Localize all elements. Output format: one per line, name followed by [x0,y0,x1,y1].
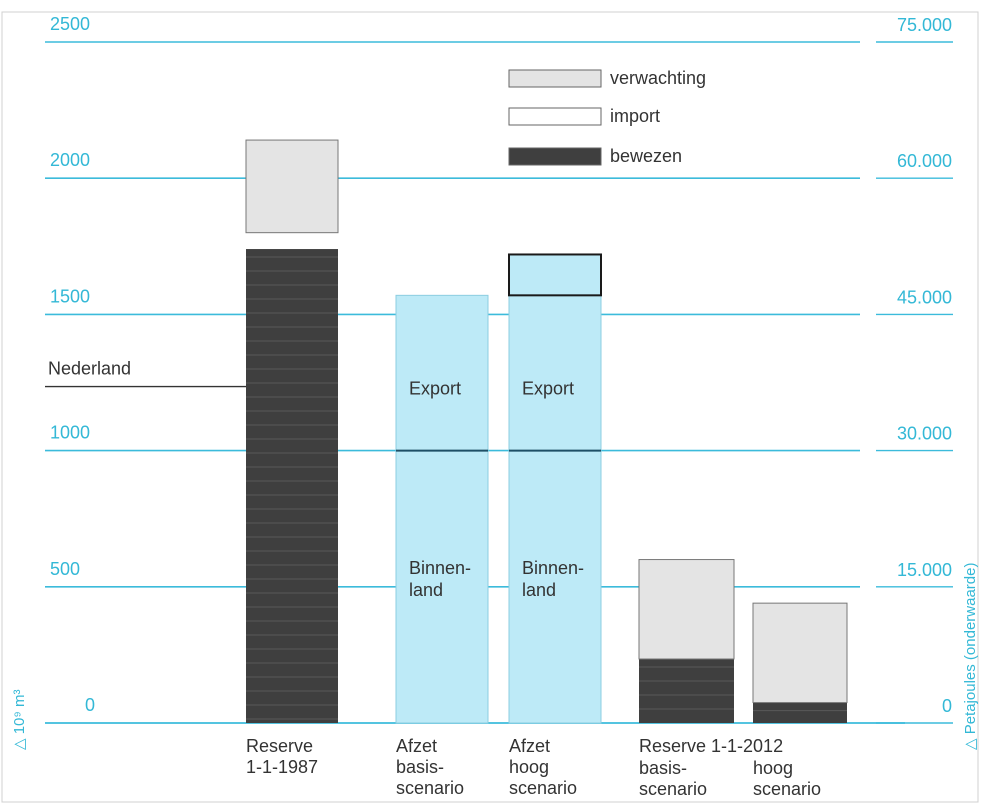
bar-segment-bewezen [753,702,847,723]
right-tick-label: 30.000 [897,424,952,444]
bar-segment-afzet [508,450,602,724]
category-labels: Reserve1-1-1987Afzetbasis-scenarioAfzeth… [246,736,821,799]
group-label: Reserve 1-1-2012 [639,736,783,756]
annotation-label: Nederland [48,359,131,379]
bar-segment-afzet [395,450,489,724]
category-label: basis- [396,757,444,777]
right-tick-label: 0 [942,696,952,716]
bar-segment-import [246,232,338,250]
left-tick-label: 500 [50,559,80,579]
legend: verwachting import bewezen [508,68,706,166]
left-tick-label: 1000 [50,423,90,443]
category-label: basis- [639,758,687,778]
left-tick-label: 2500 [50,14,90,34]
right-tick-label: 75.000 [897,15,952,35]
right-axis-label: △ Petajoules (onderwaarde) [962,563,979,750]
bar-segment-bewezen [639,658,734,723]
bar-segment-afzet [395,294,489,452]
legend-swatch-bewezen [508,147,602,166]
left-tick-label: 2000 [50,150,90,170]
category-label: scenario [396,778,464,798]
category-label: hoog [753,758,793,778]
left-tick-label: 0 [85,695,95,715]
bar-segment-verwachting [752,602,848,704]
right-tick-label: 15.000 [897,560,952,580]
segment-label: land [522,580,556,600]
bar-segment-verwachting [638,559,735,660]
plot-frame [1,11,979,803]
segment-label: Export [522,379,574,399]
bar-segment-verwachting [245,139,339,234]
legend-swatch-verwachting [508,69,602,88]
bar-segment-afzet-outlined [508,253,602,297]
category-label: Afzet [396,736,437,756]
annotations: Nederland [45,359,246,388]
right-tick-label: 45.000 [897,287,952,307]
tick-labels: 0 500 1000 1500 2000 2500 0 15.000 30.000 45.000 6… [50,14,952,716]
category-label: Afzet [509,736,550,756]
segment-label: Export [409,379,461,399]
bar-segment-bewezen [246,249,338,724]
right-tick-label: 60.000 [897,151,952,171]
bar-segment-afzet [508,294,602,452]
legend-label: import [610,106,660,126]
category-label: hoog [509,757,549,777]
category-label: scenario [639,779,707,799]
left-axis-label: △ 10⁹ m³ [11,690,28,750]
category-label: Reserve [246,736,313,756]
left-tick-label: 1500 [50,286,90,306]
legend-label: verwachting [610,68,706,88]
bars: Binnen-land Export Binnen-land Export [245,139,848,724]
segment-label: land [409,580,443,600]
category-label: scenario [753,779,821,799]
segment-label: Binnen- [409,558,471,578]
legend-label: bewezen [610,146,682,166]
category-label: scenario [509,778,577,798]
segment-label: Binnen- [522,558,584,578]
category-label: 1-1-1987 [246,757,318,777]
legend-swatch-import [508,107,602,126]
